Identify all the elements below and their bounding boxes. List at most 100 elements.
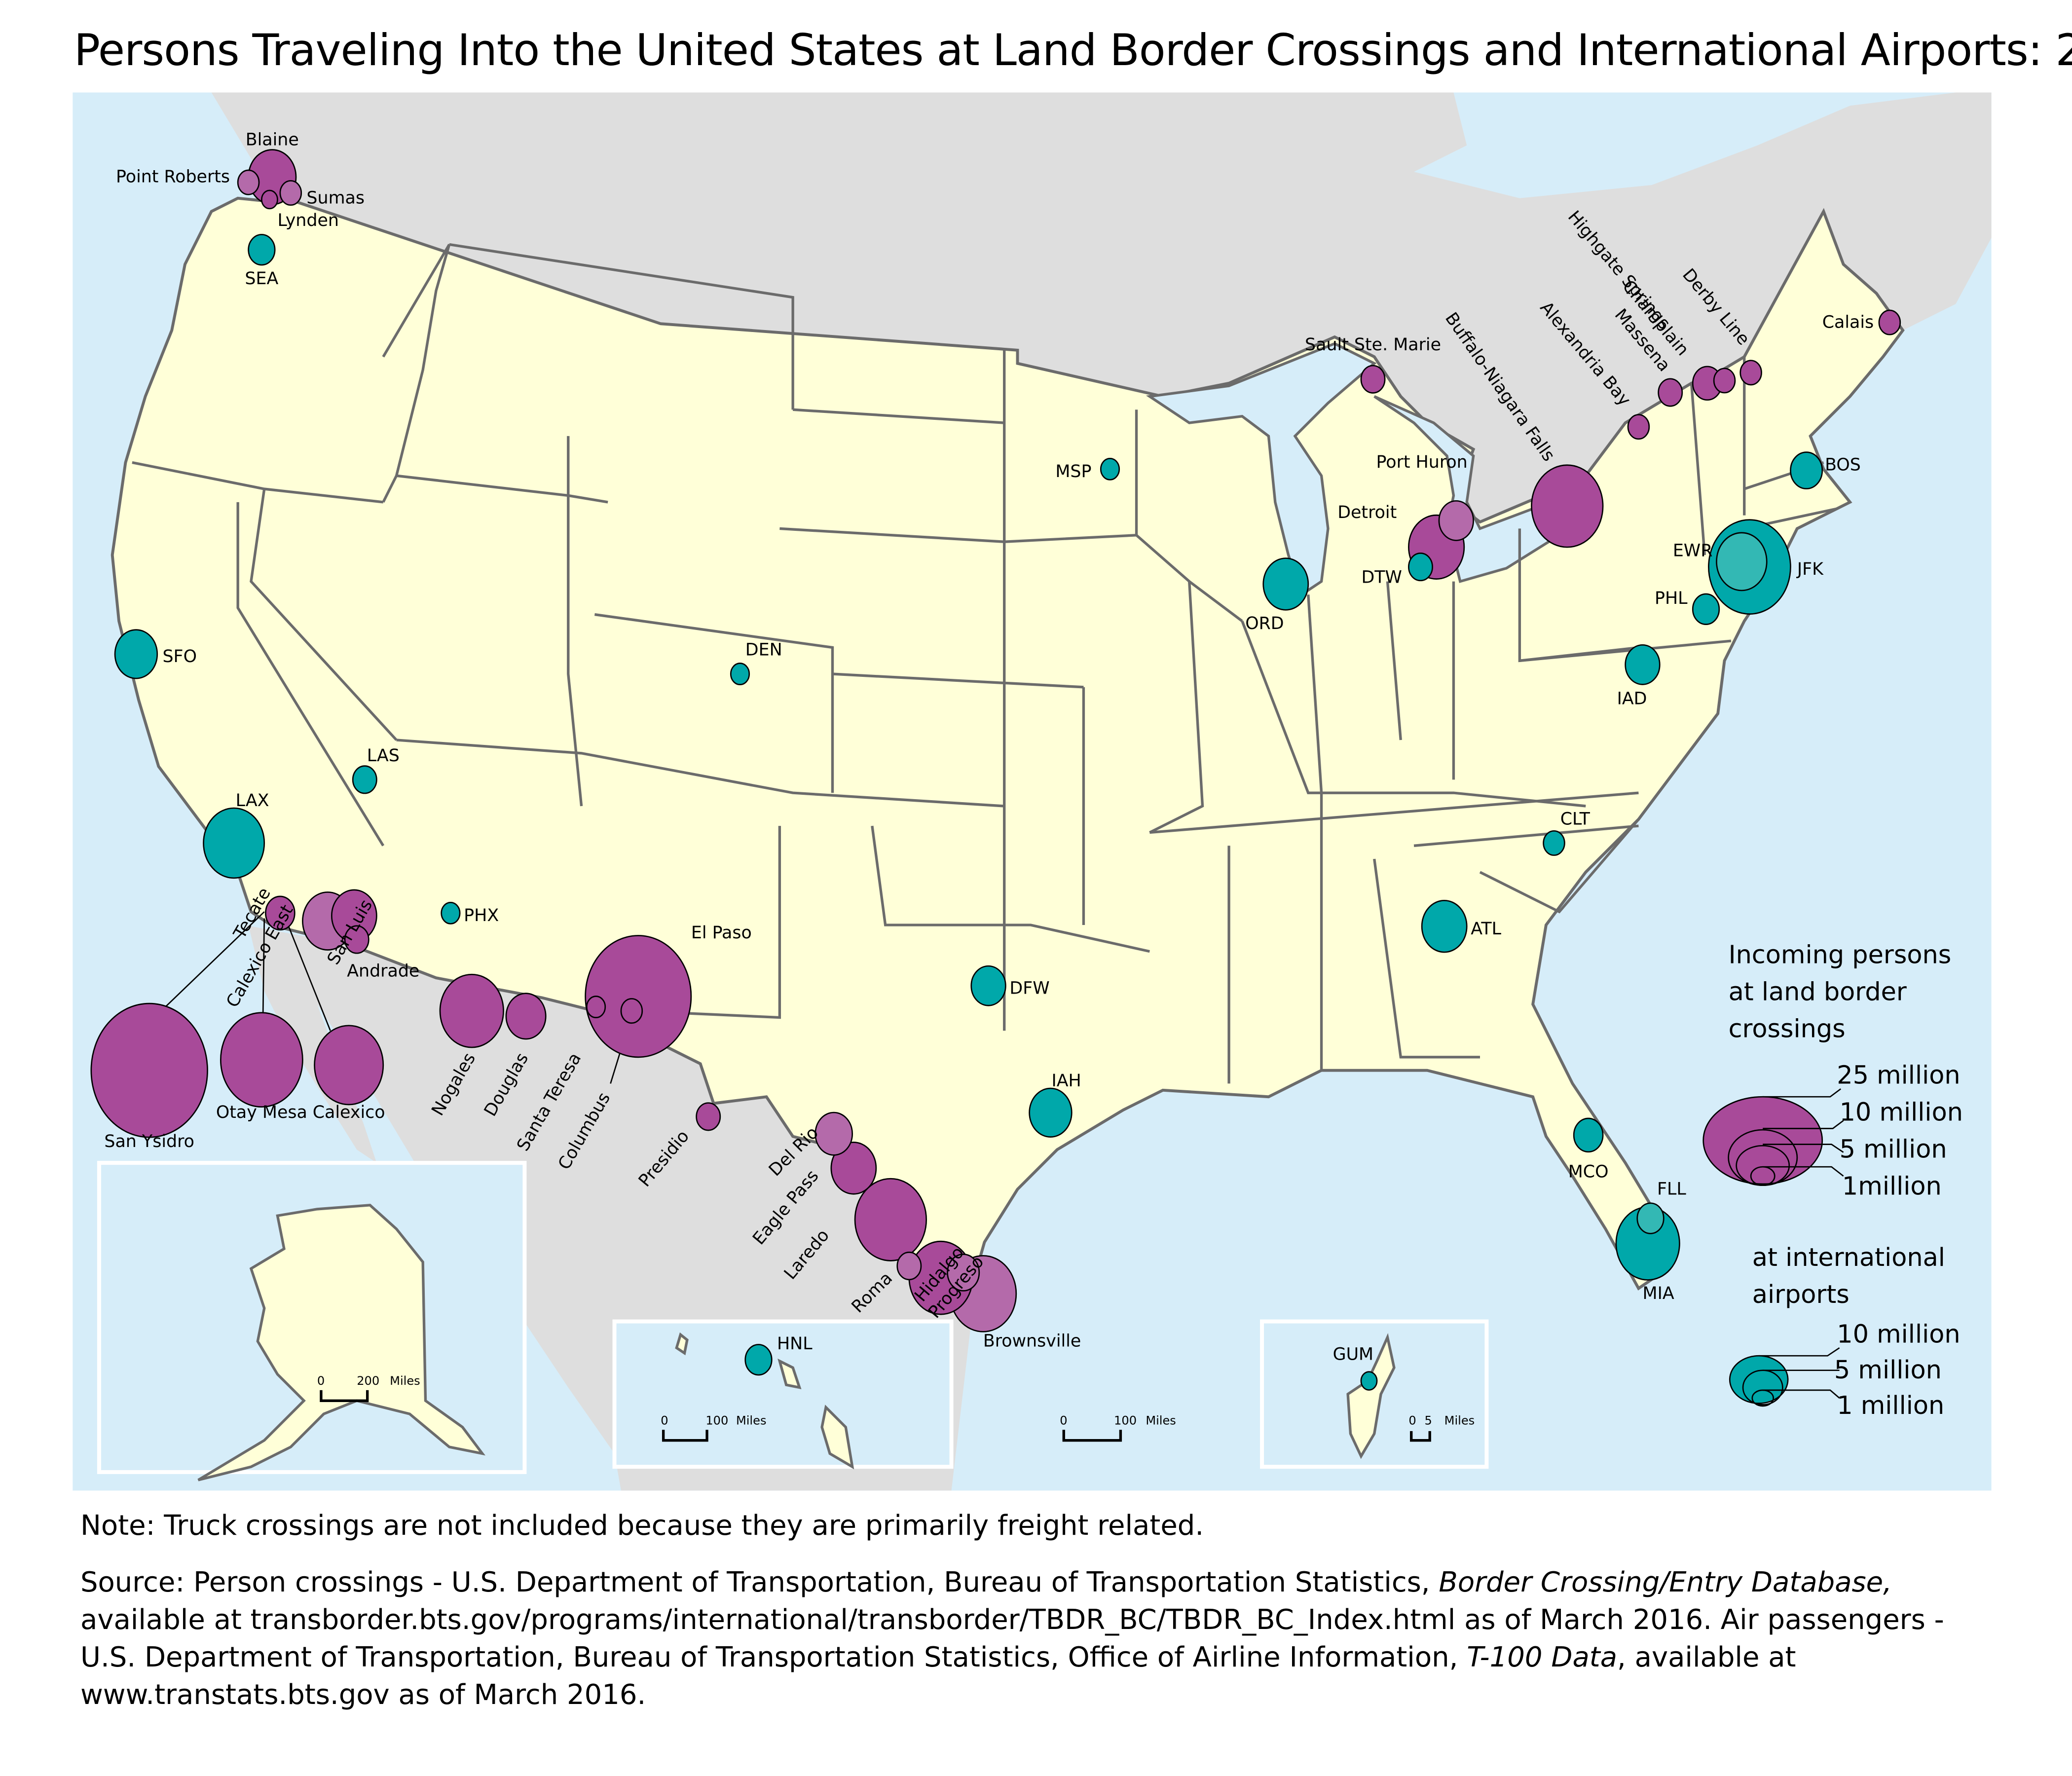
label-phl: PHL — [1655, 589, 1688, 608]
land-crossing-bubble-el-paso — [585, 935, 692, 1058]
airport-bubble-ord — [1262, 557, 1309, 611]
land-crossing-bubble-tecate — [265, 895, 296, 931]
svg-text:Miles: Miles — [390, 1374, 420, 1388]
label-iah: IAH — [1051, 1071, 1081, 1091]
label-dtw: DTW — [1361, 567, 1402, 587]
source-database-name: Border Crossing/Entry Database, — [1439, 1566, 1892, 1598]
label-sfo: SFO — [162, 647, 197, 666]
label-den: DEN — [745, 640, 782, 660]
source-citation: Source: Person crossings - U.S. Departme… — [80, 1564, 1980, 1714]
label-calais: Calais — [1822, 312, 1874, 332]
label-bos: BOS — [1825, 455, 1861, 475]
land-crossing-bubble-highgate-springs — [1713, 368, 1736, 394]
label-ewr: EWR — [1673, 541, 1713, 561]
airport-bubble-den — [730, 663, 750, 685]
svg-text:5: 5 — [1425, 1414, 1432, 1428]
hawaii-inset: 0 100 Miles — [612, 1319, 954, 1470]
land-crossing-bubble-calais — [1878, 309, 1901, 335]
legend-land-circles — [1702, 1088, 1844, 1186]
land-crossing-bubble-calexico — [314, 1025, 384, 1106]
label-mco: MCO — [1568, 1162, 1609, 1182]
label-point-roberts: Point Roberts — [116, 167, 230, 187]
label-sumas: Sumas — [306, 188, 365, 208]
airport-bubble-sfo — [114, 629, 158, 679]
land-crossing-bubble-columbus — [620, 998, 643, 1024]
alaska-scale-bar: 0 200 Miles — [317, 1374, 420, 1402]
land-crossing-bubble-alexandria-bay — [1627, 414, 1650, 440]
land-crossing-bubble-san-ysidro — [90, 1002, 208, 1138]
airport-bubble-bos — [1790, 451, 1823, 489]
label-las: LAS — [367, 746, 400, 766]
land-crossing-bubble-douglas — [505, 993, 547, 1040]
legend-air-10m: 10 million — [1837, 1320, 1960, 1349]
label-andrade: Andrade — [347, 961, 419, 981]
land-crossing-bubble-point-roberts — [237, 169, 260, 195]
svg-text:100: 100 — [705, 1414, 728, 1428]
label-lynden: Lynden — [278, 211, 339, 230]
guam-inset: 0 5 Miles — [1260, 1319, 1489, 1469]
airport-bubble-lax — [203, 807, 265, 879]
label-gum: GUM — [1333, 1344, 1374, 1364]
airport-bubble-iad — [1625, 644, 1661, 685]
airport-bubble-phx — [441, 901, 461, 925]
source-part-1: Source: Person crossings - U.S. Departme… — [80, 1566, 1439, 1598]
legend-land-5m: 5 million — [1840, 1135, 1947, 1164]
airport-bubble-msp — [1100, 457, 1120, 481]
label-ord: ORD — [1245, 614, 1284, 633]
legend-air-circles — [1729, 1347, 1840, 1407]
svg-text:Miles: Miles — [1146, 1414, 1176, 1428]
airport-bubble-phl — [1692, 593, 1720, 625]
legend-land-1m: 1million — [1842, 1172, 1942, 1201]
svg-text:200: 200 — [357, 1374, 379, 1388]
land-crossing-bubble-derby-line — [1739, 360, 1762, 386]
label-san-ysidro: San Ysidro — [104, 1132, 194, 1151]
puerto-rico-scale-bar: 0 100 Miles — [1060, 1414, 1176, 1442]
land-crossing-bubble-progreso — [947, 1254, 980, 1292]
label-atl: ATL — [1471, 919, 1501, 939]
legend-air-1m: 1 million — [1837, 1391, 1944, 1420]
svg-text:0: 0 — [1060, 1414, 1067, 1428]
airport-bubble-sea — [248, 234, 276, 266]
hawaii-scale-bar: 0 100 Miles — [661, 1414, 767, 1442]
label-brownsville: Brownsville — [983, 1331, 1081, 1351]
land-crossing-bubble-eagle-pass — [830, 1142, 877, 1195]
label-lax: LAX — [236, 791, 269, 811]
great-lakes — [1146, 342, 1377, 597]
label-mia: MIA — [1643, 1284, 1674, 1303]
label-detroit: Detroit — [1337, 503, 1397, 522]
airport-bubble-mco — [1573, 1117, 1604, 1153]
label-fll: FLL — [1657, 1179, 1686, 1199]
label-sault-ste-marie: Sault Ste. Marie — [1305, 335, 1441, 355]
land-crossing-bubble-laredo — [854, 1178, 927, 1261]
legend-land-title-1: Incoming persons — [1729, 941, 1952, 970]
land-crossing-bubble-nogales — [439, 973, 504, 1048]
label-el-paso: El Paso — [691, 923, 752, 943]
land-crossing-bubble-presidio — [696, 1102, 721, 1131]
land-crossing-bubble-andrade — [344, 925, 370, 954]
footnote: Note: Truck crossings are not included b… — [80, 1510, 1204, 1542]
label-sea: SEA — [245, 269, 278, 289]
label-blaine: Blaine — [246, 130, 299, 150]
legend-air-title-1: at international — [1752, 1243, 1945, 1272]
source-part-2: available at transborder.bts.gov/program… — [80, 1604, 1944, 1673]
guam-scale-bar: 0 5 Miles — [1408, 1414, 1475, 1442]
label-jfk: JFK — [1796, 559, 1824, 579]
legend-air-5m: 5 million — [1834, 1356, 1942, 1385]
land-crossing-bubble-otay-mesa — [220, 1012, 303, 1108]
label-hnl: HNL — [777, 1334, 813, 1354]
land-crossing-bubble-massena — [1658, 378, 1683, 407]
label-msp: MSP — [1055, 462, 1091, 481]
svg-text:0: 0 — [1408, 1414, 1416, 1428]
airport-bubble-dfw — [970, 965, 1006, 1006]
airport-bubble-fll — [1636, 1202, 1665, 1234]
svg-text:Miles: Miles — [1444, 1414, 1475, 1428]
label-port-huron: Port Huron — [1376, 452, 1468, 472]
svg-text:0: 0 — [661, 1414, 668, 1428]
land-crossing-bubble-buffalo-niagara-falls — [1531, 464, 1604, 548]
legend-land-10m: 10 million — [1840, 1098, 1963, 1127]
land-border-bubbles — [90, 149, 1901, 1332]
label-iad: IAD — [1617, 689, 1647, 709]
airport-bubbles — [114, 234, 1823, 1391]
airport-bubble-ewr — [1716, 532, 1768, 592]
